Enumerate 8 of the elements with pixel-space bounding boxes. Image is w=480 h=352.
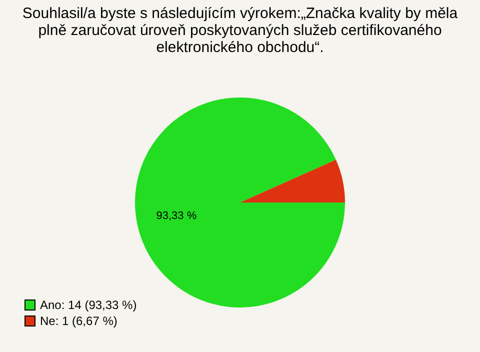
data-label: 93,33 % — [156, 210, 197, 222]
legend-label: Ano: 14 (93,33 %) — [40, 298, 137, 312]
pie-slice — [135, 98, 345, 308]
text: elektronického obchodu“. — [156, 39, 324, 56]
text: Souhlasil/a byste s následujícím výrokem:„Značka kvality by měla — [22, 5, 458, 22]
text: plně zaručovat úroveň poskytovaných služeb certifikovaného — [38, 22, 442, 39]
pie-slice — [240, 160, 345, 202]
legend-label: Ne: 1 (6,67 %) — [40, 314, 118, 328]
